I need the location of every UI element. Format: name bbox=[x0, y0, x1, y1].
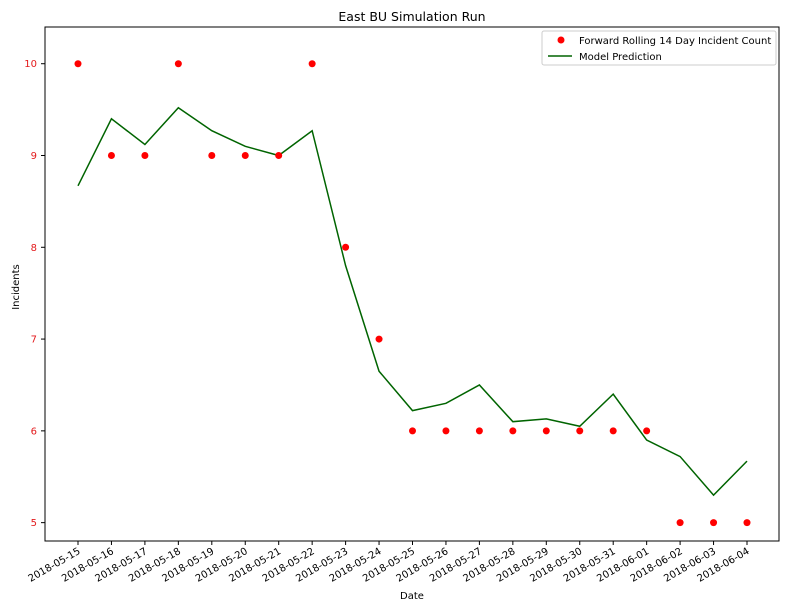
data-point-incident-count bbox=[542, 427, 550, 435]
data-point-incident-count bbox=[208, 152, 216, 159]
data-point-incident-count bbox=[643, 427, 651, 435]
data-point-incident-count bbox=[710, 519, 718, 527]
data-point-incident-count bbox=[676, 519, 684, 527]
y-tick-label: 10 bbox=[24, 59, 37, 70]
data-point-incident-count bbox=[743, 519, 751, 527]
legend-label-observed: Forward Rolling 14 Day Incident Count bbox=[579, 36, 771, 47]
data-point-incident-count bbox=[107, 152, 115, 159]
data-point-incident-count bbox=[241, 152, 249, 159]
data-point-incident-count bbox=[442, 427, 450, 435]
data-point-incident-count bbox=[375, 335, 383, 343]
data-point-incident-count bbox=[308, 60, 316, 68]
y-tick-label: 8 bbox=[31, 243, 37, 254]
legend-label-prediction: Model Prediction bbox=[579, 52, 662, 63]
data-point-incident-count bbox=[342, 243, 350, 251]
y-tick-label: 7 bbox=[31, 335, 37, 346]
x-axis-label: Date bbox=[400, 591, 424, 602]
legend: Forward Rolling 14 Day Incident Count Mo… bbox=[541, 30, 777, 66]
series-line-model-prediction bbox=[77, 106, 748, 497]
data-point-incident-count bbox=[576, 427, 584, 435]
data-point-incident-count bbox=[509, 427, 517, 435]
data-point-incident-count bbox=[174, 60, 182, 68]
y-tick-label: 6 bbox=[31, 426, 37, 437]
data-point-incident-count bbox=[475, 427, 483, 435]
data-point-incident-count bbox=[409, 427, 416, 435]
data-point-incident-count bbox=[275, 152, 283, 159]
data-point-incident-count bbox=[141, 152, 149, 159]
y-axis-label: Incidents bbox=[11, 264, 22, 310]
plot-area: 56789102018-05-152018-05-162018-05-17201… bbox=[24, 26, 780, 585]
axes-frame bbox=[44, 26, 780, 542]
y-tick-label: 9 bbox=[31, 151, 37, 162]
data-point-incident-count bbox=[74, 60, 82, 68]
data-point-incident-count bbox=[609, 427, 617, 435]
legend-marker-observed bbox=[557, 36, 565, 44]
legend-frame bbox=[541, 30, 777, 66]
chart-title: East BU Simulation Run bbox=[338, 9, 485, 24]
y-tick-label: 5 bbox=[31, 518, 37, 529]
